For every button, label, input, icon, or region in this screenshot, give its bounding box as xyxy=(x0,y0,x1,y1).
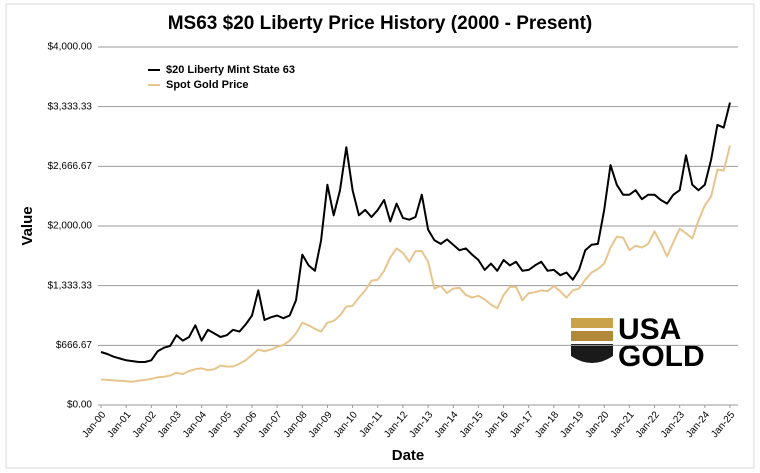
y-tick-label: $3,333.33 xyxy=(48,101,93,112)
chart-frame xyxy=(5,3,755,469)
x-axis-label: Date xyxy=(392,447,425,464)
logo-bar xyxy=(571,331,613,341)
series-line xyxy=(100,145,731,383)
y-tick-label: $0.00 xyxy=(67,400,92,411)
y-tick-label: $666.67 xyxy=(56,340,93,351)
logo-bar xyxy=(571,318,613,328)
y-tick-label: $2,666.67 xyxy=(48,161,93,172)
chart-title: MS63 $20 Liberty Price History (2000 - P… xyxy=(168,13,593,34)
logo-text: USA xyxy=(618,313,681,346)
series-line xyxy=(100,102,731,363)
y-axis-label: Value xyxy=(19,206,36,245)
legend-label: Spot Gold Price xyxy=(166,79,249,91)
logo-shield xyxy=(571,344,613,363)
y-tick-label: $4,000.00 xyxy=(48,42,93,53)
y-tick-label: $2,000.00 xyxy=(48,221,93,232)
legend-label: $20 Liberty Mint State 63 xyxy=(166,64,295,76)
y-tick-label: $1,333.33 xyxy=(48,280,93,291)
